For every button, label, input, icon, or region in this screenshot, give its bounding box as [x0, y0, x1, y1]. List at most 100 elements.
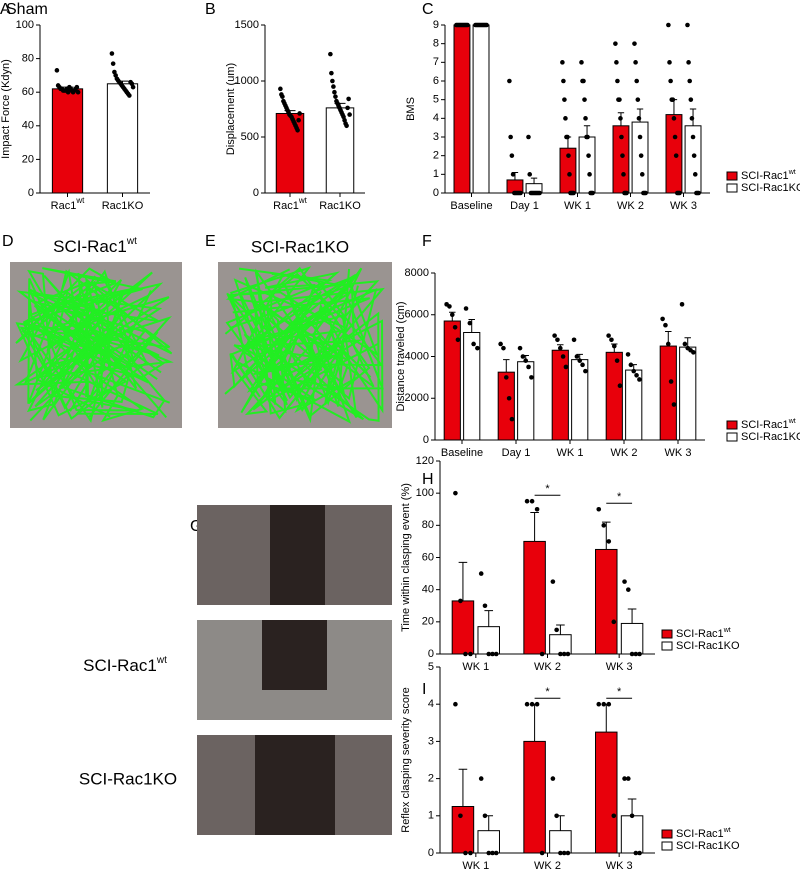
- data-point: [601, 523, 607, 528]
- x-tick-label: WK 1: [462, 661, 489, 673]
- data-point: [585, 134, 590, 140]
- y-tick-label: 40: [422, 584, 434, 596]
- data-point: [452, 324, 458, 330]
- data-point: [75, 89, 81, 95]
- data-point: [518, 190, 523, 196]
- data-point: [637, 377, 642, 382]
- legend-text: SCI-Rac1: [676, 828, 724, 840]
- chart-panel: F Distance traveled (cm) 0 2000 4000 6000 8000…: [395, 233, 800, 459]
- y-tick-label: 1000: [235, 75, 259, 87]
- y-tick-label: 120: [416, 455, 434, 467]
- data-point: [490, 850, 495, 856]
- data-point: [475, 345, 480, 351]
- error-bar: [458, 561, 468, 601]
- y-tick-label: 0: [28, 187, 34, 199]
- legend-swatch: [726, 171, 738, 181]
- category-text: WK 3: [670, 200, 697, 212]
- data-point: [696, 190, 701, 196]
- x-tick-label: WK 2: [611, 447, 638, 459]
- x-tick-label: WK 2: [534, 860, 561, 872]
- image-label: SCI-Rac1wt: [53, 236, 137, 257]
- data-point: [638, 153, 644, 158]
- x-tick-label: WK 1: [462, 860, 489, 872]
- data-point: [668, 379, 674, 384]
- data-point: [671, 116, 677, 121]
- y-tick-label: 9: [433, 19, 439, 31]
- legend-superscript: wt: [723, 627, 731, 634]
- category-text: Day 1: [502, 447, 531, 459]
- data-point: [619, 134, 624, 140]
- error-bar: [503, 359, 510, 373]
- panel-letter: I: [422, 681, 426, 698]
- data-point: [633, 651, 639, 657]
- error-bar: [530, 511, 539, 542]
- data-point: [557, 345, 563, 351]
- data-point: [613, 41, 618, 46]
- y-tick-label: 40: [22, 120, 34, 132]
- data-point: [622, 776, 627, 781]
- data-point: [455, 337, 461, 343]
- mouse-body: [262, 620, 327, 690]
- x-tick-label: Day 1: [502, 447, 531, 459]
- data-point: [560, 60, 565, 65]
- data-point: [471, 341, 476, 347]
- y-tick-label: 2: [428, 773, 434, 785]
- track-path: [33, 290, 174, 384]
- data-point: [634, 372, 639, 378]
- data-point: [529, 498, 535, 504]
- y-tick-label: 80: [422, 519, 434, 531]
- legend-text: SCI-Rac1KO: [676, 640, 740, 652]
- panel-letter: D: [2, 233, 14, 250]
- x-tick-label: Rac1wt: [51, 196, 85, 212]
- data-point: [493, 850, 499, 856]
- bar: [595, 731, 618, 854]
- x-tick-label: WK 1: [557, 447, 584, 459]
- data-point: [622, 579, 627, 584]
- data-point: [685, 22, 690, 28]
- data-point: [583, 116, 588, 121]
- data-point: [467, 320, 473, 326]
- image-label: SCI-Rac1wt: [83, 655, 167, 676]
- y-tick-label: 20: [422, 616, 434, 628]
- data-point: [601, 701, 607, 707]
- bar: [665, 114, 683, 194]
- category-text: WK 1: [557, 447, 584, 459]
- panel-letter: H: [422, 471, 434, 488]
- legend-swatch: [661, 641, 673, 651]
- significance-mark: *: [545, 686, 550, 698]
- error-bar: [627, 798, 637, 816]
- y-tick-label: 0: [253, 187, 259, 199]
- y-tick-label: 2000: [405, 392, 429, 404]
- data-point: [565, 134, 570, 140]
- track-path: [230, 274, 379, 414]
- data-point: [691, 153, 697, 158]
- data-point: [574, 354, 580, 359]
- bar: [549, 830, 572, 854]
- data-point: [668, 78, 673, 84]
- panel-letter: F: [422, 233, 432, 250]
- data-point: [463, 850, 468, 856]
- data-point: [561, 850, 567, 856]
- legend-text: SCI-Rac1: [741, 419, 789, 431]
- data-point: [529, 375, 534, 380]
- bar: [679, 346, 697, 441]
- data-point: [331, 84, 336, 89]
- track-path: [230, 266, 372, 420]
- bar: [595, 548, 618, 655]
- bar: [517, 361, 535, 441]
- data-point: [579, 60, 584, 65]
- data-point: [520, 354, 526, 359]
- y-axis-label: Distance traveled (cm): [395, 301, 407, 411]
- data-point: [524, 701, 530, 707]
- data-point: [558, 651, 563, 657]
- category-text: WK 1: [462, 661, 489, 673]
- data-point: [671, 402, 677, 407]
- x-tick-label: Rac1wt: [273, 196, 307, 212]
- data-point: [490, 651, 495, 657]
- data-point: [626, 587, 631, 592]
- data-point: [561, 651, 567, 657]
- data-point: [582, 97, 587, 102]
- data-point: [629, 813, 635, 819]
- bar: [477, 830, 500, 854]
- y-tick-label: 5: [433, 94, 439, 106]
